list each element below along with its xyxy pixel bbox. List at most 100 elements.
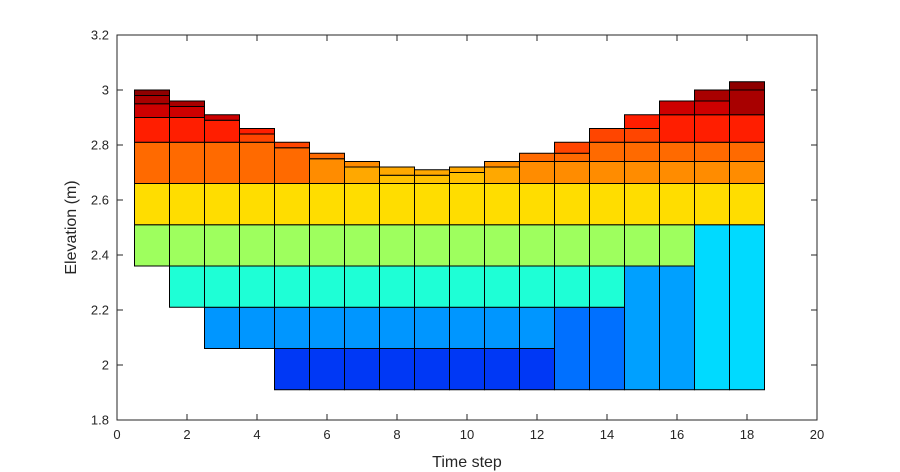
elevation-cell	[484, 183, 520, 226]
elevation-cell	[239, 133, 275, 143]
elevation-cell	[729, 161, 765, 184]
x-tick-label: 0	[113, 427, 120, 442]
elevation-cell	[204, 265, 240, 308]
elevation-cell	[624, 161, 660, 184]
elevation-cell	[554, 306, 590, 391]
elevation-cell	[204, 141, 240, 184]
x-tick-label: 10	[460, 427, 474, 442]
elevation-cell	[379, 224, 415, 267]
elevation-cell	[239, 306, 275, 349]
elevation-cell	[729, 81, 765, 91]
elevation-cell	[554, 141, 590, 154]
elevation-cell	[379, 306, 415, 349]
elevation-cell	[169, 106, 205, 118]
y-tick-label: 2.4	[91, 248, 109, 263]
elevation-cell	[309, 348, 345, 391]
elevation-cell	[379, 348, 415, 391]
y-tick-label: 1.8	[91, 413, 109, 428]
x-tick-label: 14	[600, 427, 614, 442]
elevation-cell	[344, 166, 380, 184]
elevation-cell	[554, 265, 590, 308]
elevation-cell	[484, 161, 520, 168]
elevation-cell	[274, 306, 310, 349]
elevation-cell	[169, 183, 205, 226]
elevation-cell	[624, 128, 660, 143]
x-tick-label: 8	[393, 427, 400, 442]
y-tick-label: 2.8	[91, 138, 109, 153]
elevation-cell	[449, 166, 485, 173]
elevation-cell	[239, 141, 275, 184]
elevation-cell	[519, 161, 555, 184]
elevation-cell	[414, 183, 450, 226]
elevation-cell	[169, 265, 205, 308]
elevation-cell	[694, 141, 730, 162]
y-tick-label: 2	[102, 358, 109, 373]
elevation-cell	[694, 114, 730, 143]
elevation-cell	[204, 114, 240, 121]
elevation-cell	[414, 224, 450, 267]
elevation-cell	[554, 161, 590, 184]
y-tick-label: 2.6	[91, 193, 109, 208]
elevation-cell	[414, 306, 450, 349]
elevation-cell	[414, 348, 450, 391]
elevation-cell	[134, 95, 170, 105]
elevation-cell	[274, 183, 310, 226]
elevation-cell	[274, 141, 310, 149]
elevation-cell	[134, 141, 170, 184]
y-tick-label: 2.2	[91, 303, 109, 318]
x-tick-label: 20	[810, 427, 824, 442]
elevation-cell	[344, 224, 380, 267]
x-tick-label: 12	[530, 427, 544, 442]
elevation-cell	[659, 161, 695, 184]
cell-layer	[134, 81, 765, 391]
elevation-cell	[659, 183, 695, 226]
elevation-cell	[449, 265, 485, 308]
elevation-cell	[134, 183, 170, 226]
elevation-cell	[694, 183, 730, 226]
elevation-cell	[659, 265, 695, 391]
elevation-cell	[519, 306, 555, 349]
elevation-cell	[589, 265, 625, 308]
elevation-cell	[519, 183, 555, 226]
elevation-cell	[729, 224, 765, 391]
elevation-cell	[589, 128, 625, 143]
elevation-cell	[519, 224, 555, 267]
elevation-cell	[169, 117, 205, 143]
elevation-cell	[379, 183, 415, 226]
elevation-cell	[379, 174, 415, 184]
x-tick-label: 2	[183, 427, 190, 442]
elevation-cell	[344, 161, 380, 168]
elevation-cell	[344, 348, 380, 391]
elevation-cell	[134, 224, 170, 267]
elevation-cell	[309, 306, 345, 349]
elevation-cell	[169, 141, 205, 184]
elevation-cell	[449, 172, 485, 184]
elevation-cell	[344, 306, 380, 349]
elevation-cell	[659, 100, 695, 116]
elevation-cell	[449, 224, 485, 267]
elevation-cell	[449, 183, 485, 226]
elevation-cell	[624, 265, 660, 391]
elevation-cell	[169, 224, 205, 267]
elevation-cell	[554, 224, 590, 267]
elevation-cell	[624, 183, 660, 226]
elevation-cell	[239, 224, 275, 267]
elevation-cell	[134, 103, 170, 118]
elevation-cell	[694, 100, 730, 116]
elevation-cell	[379, 265, 415, 308]
elevation-cell	[449, 306, 485, 349]
elevation-cell	[624, 141, 660, 162]
elevation-cell	[204, 119, 240, 143]
elevation-cell	[274, 224, 310, 267]
elevation-cell	[204, 183, 240, 226]
elevation-cell	[589, 224, 625, 267]
y-axis: 1.8 2 2.2 2.4 2.6 2.8 3 3.2	[91, 28, 817, 428]
elevation-cell	[554, 183, 590, 226]
elevation-cell	[589, 141, 625, 162]
elevation-cell	[589, 306, 625, 391]
elevation-cell	[379, 166, 415, 176]
elevation-cell	[729, 89, 765, 116]
x-tick-label: 18	[740, 427, 754, 442]
x-axis: 0 2 4 6 8 10 12 14 16 18 20	[113, 35, 824, 442]
